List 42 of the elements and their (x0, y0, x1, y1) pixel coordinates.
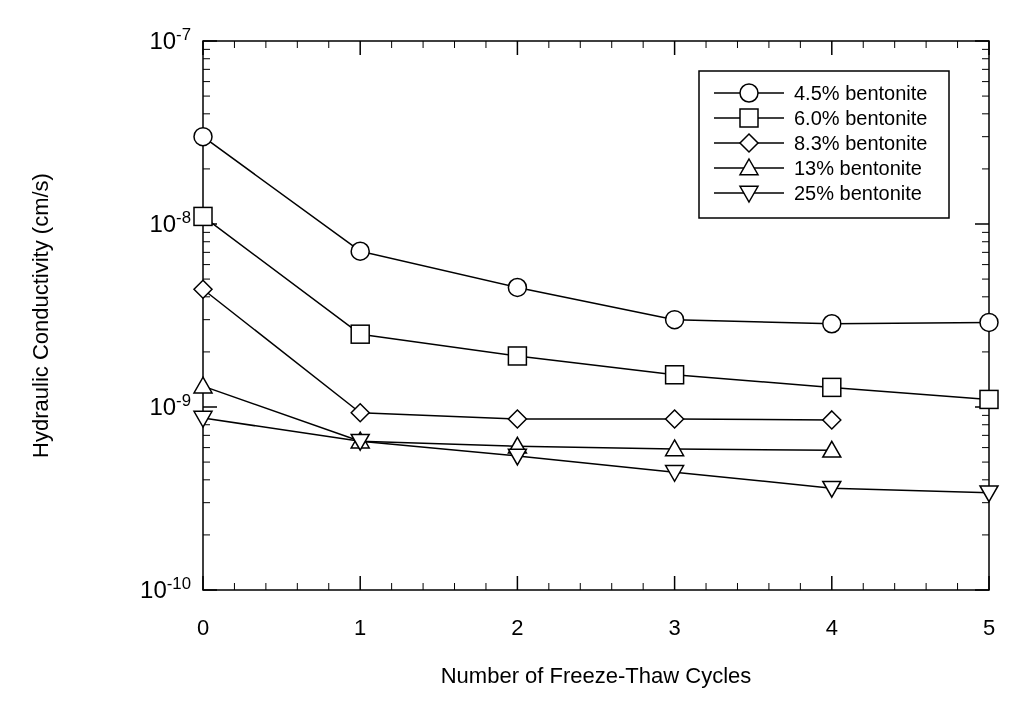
point (979, 312, 999, 333)
y-axis-title: Hydraulic Conductivity (cm/s) (28, 173, 53, 458)
y-tick-label: 10$^{-7}$ (149, 24, 191, 54)
x-axis-title: Number of Freeze-Thaw Cycles (440, 663, 752, 688)
point (979, 389, 999, 410)
point (664, 365, 685, 385)
x-tick-label: 4 (825, 615, 838, 640)
point (664, 464, 685, 482)
point (664, 309, 685, 330)
point (193, 410, 213, 428)
point (664, 439, 685, 457)
x-tick-label: 0 (196, 615, 210, 640)
point (507, 448, 528, 466)
point (822, 480, 842, 498)
point (193, 279, 213, 299)
legend-label: 13% bentonite (794, 157, 922, 179)
point (507, 346, 528, 366)
point (193, 206, 213, 227)
point (822, 314, 842, 334)
point (193, 376, 213, 394)
x-tick-label: 5 (982, 615, 996, 640)
y-tick-label: 10$^{-9}$ (149, 390, 191, 420)
legend-label: 6.0% bentonite (794, 107, 928, 129)
x-tick-label: 3 (668, 615, 681, 640)
point (350, 403, 370, 423)
point (350, 241, 370, 261)
legend-label: 8.3% bentonite (794, 132, 928, 154)
point (822, 377, 842, 398)
point (193, 126, 213, 147)
x-tick-label: 1 (354, 615, 367, 640)
x-tick-label: 2 (511, 615, 524, 640)
legend-label: 25% bentonite (794, 182, 922, 204)
point (664, 409, 685, 429)
point (979, 485, 999, 503)
point (507, 409, 528, 429)
point (822, 410, 842, 430)
point (350, 324, 370, 344)
y-tick-label: 10$^{-10}$ (140, 573, 191, 603)
legend-label: 4.5% bentonite (794, 82, 928, 104)
point (507, 277, 528, 298)
y-tick-label: 10$^{-8}$ (149, 207, 191, 237)
point (822, 440, 842, 458)
